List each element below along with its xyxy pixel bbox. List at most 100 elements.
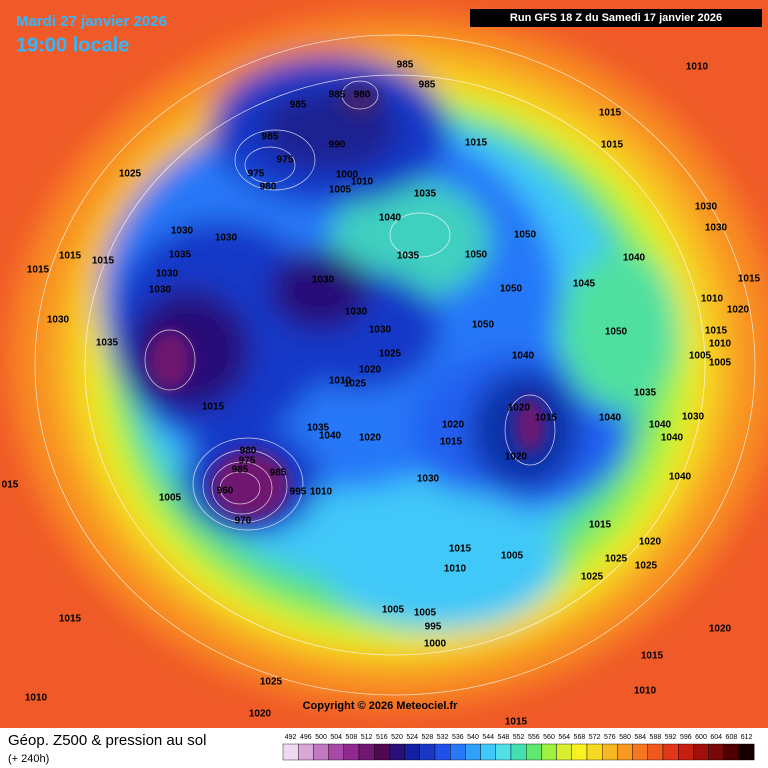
isobar-label: 1030 <box>312 275 335 286</box>
isobar-label: 1020 <box>442 420 465 431</box>
isobar-label: 1015 <box>465 138 488 149</box>
isobar-label: 975 <box>277 155 294 166</box>
isobar-label: 1020 <box>709 624 732 635</box>
scale-swatch <box>541 743 557 761</box>
isobar-label: 1040 <box>623 253 646 264</box>
isobar-label: 970 <box>235 516 252 527</box>
scale-label: 512 <box>361 734 373 741</box>
isobar-label: 1020 <box>359 433 382 444</box>
isobar-label: 1030 <box>345 307 368 318</box>
isobar-label: 1050 <box>500 284 523 295</box>
isobar-label: 1035 <box>397 251 420 262</box>
isobar-label: 1015 <box>27 265 50 276</box>
legend-title: Géop. Z500 & pression au sol <box>8 732 206 749</box>
isobar-label: 1030 <box>149 285 172 296</box>
scale-label: 516 <box>376 734 388 741</box>
isobar-label: 1035 <box>169 250 192 261</box>
isobar-label: 1010 <box>686 62 709 73</box>
map-time: 19:00 locale <box>16 34 129 56</box>
isobar-label: 985 <box>270 468 287 479</box>
isobar-label: 1050 <box>472 320 495 331</box>
isobar-label: 1010 <box>709 339 732 350</box>
isobar-label: 1015 <box>59 614 82 625</box>
isobar-label: 1025 <box>635 561 658 572</box>
isobar-label: 975 <box>239 456 256 467</box>
isobar-label: 1005 <box>689 351 712 362</box>
scale-label: 524 <box>406 734 418 741</box>
isobar-label: 1010 <box>701 294 724 305</box>
scale-label: 608 <box>726 734 738 741</box>
isobar-label: 980 <box>240 446 257 457</box>
isobar-label: 1020 <box>505 452 528 463</box>
isobar-label: 1005 <box>501 551 524 562</box>
scale-swatch <box>480 743 497 761</box>
scale-swatch <box>526 743 542 761</box>
scale-swatch <box>556 743 572 761</box>
scale-label: 612 <box>741 734 753 741</box>
isobar-label: 1025 <box>605 554 628 565</box>
isobar-label: 1015 <box>92 256 115 267</box>
isobar-label: 1020 <box>639 537 662 548</box>
scale-swatch <box>313 743 329 761</box>
scale-label: 588 <box>650 734 662 741</box>
isobar-label: 1030 <box>156 269 179 280</box>
scale-label: 532 <box>437 734 449 741</box>
scale-label: 536 <box>452 734 464 741</box>
isobar-label: 1010 <box>25 693 48 704</box>
isobar-label: 1040 <box>512 351 535 362</box>
isobar-label: 985 <box>262 132 279 143</box>
scale-swatch <box>586 743 603 761</box>
isobar-label: 985 <box>419 80 436 91</box>
isobar-label: 960 <box>217 486 234 497</box>
scale-label: 552 <box>513 734 525 741</box>
isobar-label: 1050 <box>465 250 488 261</box>
isobar-label: 1035 <box>414 189 437 200</box>
scale-label: 596 <box>680 734 692 741</box>
scale-swatch <box>678 743 694 761</box>
isobar-label: 1015 <box>738 274 761 285</box>
scale-label: 508 <box>346 734 358 741</box>
isobar-label: 1005 <box>159 493 182 504</box>
isobar-label: 1050 <box>514 230 537 241</box>
isobar-label: 1030 <box>369 325 392 336</box>
scale-swatch <box>617 743 633 761</box>
scale-swatch <box>434 743 451 761</box>
isobar-label: 1015 <box>535 413 558 424</box>
isobar-label: 1015 <box>641 651 664 662</box>
isobar-label: 1030 <box>215 233 238 244</box>
isobar-label: 990 <box>329 140 346 151</box>
isobar-label: 1040 <box>661 433 684 444</box>
scale-swatch <box>571 743 588 761</box>
isobar-label: 1035 <box>96 338 119 349</box>
isobar-label: 1050 <box>605 327 628 338</box>
isobar-label: 1010 <box>634 686 657 697</box>
scale-label: 576 <box>604 734 616 741</box>
scale-swatch <box>404 743 421 761</box>
isobar-label: 1045 <box>573 279 596 290</box>
isobar-label: 1015 <box>705 326 728 337</box>
scale-swatch <box>602 743 618 761</box>
scale-label: 556 <box>528 734 540 741</box>
isobar-label: 1035 <box>634 388 657 399</box>
isobar-label: 1030 <box>695 202 718 213</box>
isobar-label: 1020 <box>359 365 382 376</box>
scale-label: 544 <box>482 734 494 741</box>
run-info: Run GFS 18 Z du Samedi 17 janvier 2026 <box>510 12 722 24</box>
isobar-label: 1005 <box>414 608 437 619</box>
isobar-label: 1020 <box>508 403 531 414</box>
isobar-label: 1020 <box>249 709 272 720</box>
isobar-label: 1030 <box>705 223 728 234</box>
legend-subtitle: (+ 240h) <box>8 753 49 765</box>
scale-swatch <box>495 743 512 761</box>
scale-label: 580 <box>619 734 631 741</box>
scale-label: 564 <box>558 734 570 741</box>
isobar-label: 1025 <box>260 677 283 688</box>
isobar-label: 1015 <box>599 108 622 119</box>
scale-swatch <box>662 743 679 761</box>
scale-label: 604 <box>710 734 722 741</box>
scale-swatch <box>389 743 405 761</box>
isobar-label: 1025 <box>379 349 402 360</box>
isobar-label: 1040 <box>599 413 622 424</box>
scale-swatch <box>298 743 314 761</box>
